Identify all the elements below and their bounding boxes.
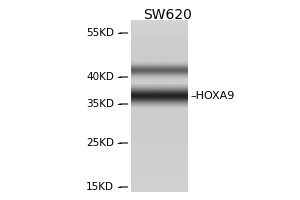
Text: 25KD: 25KD bbox=[86, 138, 114, 148]
Text: –: – bbox=[114, 28, 123, 38]
Text: 35KD: 35KD bbox=[86, 99, 114, 109]
Text: –: – bbox=[114, 99, 123, 109]
Text: –: – bbox=[114, 182, 123, 192]
Text: –HOXA9: –HOXA9 bbox=[190, 91, 235, 101]
Text: –: – bbox=[114, 72, 123, 82]
Text: 15KD: 15KD bbox=[86, 182, 114, 192]
Text: 55KD: 55KD bbox=[86, 28, 114, 38]
Text: 40KD: 40KD bbox=[86, 72, 114, 82]
Text: SW620: SW620 bbox=[144, 8, 192, 22]
Text: –: – bbox=[114, 138, 123, 148]
